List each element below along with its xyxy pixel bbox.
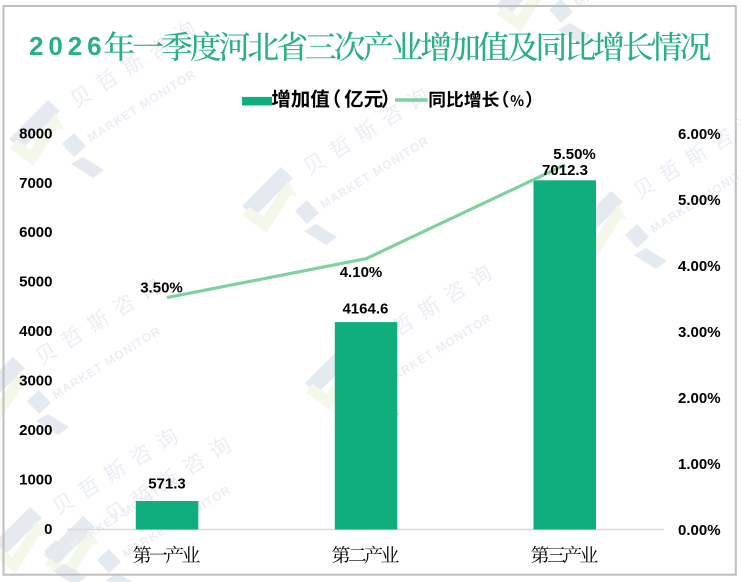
svg-text:0: 0 [44, 521, 52, 538]
svg-text:5.00%: 5.00% [678, 192, 721, 209]
svg-text:2.00%: 2.00% [678, 390, 721, 407]
svg-text:1000: 1000 [19, 472, 52, 489]
svg-text:571.3: 571.3 [148, 476, 186, 493]
svg-text:2026: 2026 [29, 31, 106, 61]
svg-text:6000: 6000 [19, 224, 52, 241]
svg-text:3000: 3000 [19, 373, 52, 390]
svg-text:4.10%: 4.10% [340, 264, 383, 281]
svg-text:5.50%: 5.50% [553, 146, 596, 163]
svg-text:0.00%: 0.00% [678, 522, 721, 539]
svg-text:8000: 8000 [19, 125, 52, 142]
svg-text:5000: 5000 [19, 274, 52, 291]
svg-text:2000: 2000 [19, 422, 52, 439]
svg-text:7000: 7000 [19, 175, 52, 192]
svg-text:4000: 4000 [19, 323, 52, 340]
svg-text:3.00%: 3.00% [678, 324, 721, 341]
svg-text:6.00%: 6.00% [678, 126, 721, 143]
svg-text:1.00%: 1.00% [678, 456, 721, 473]
svg-text:4164.6: 4164.6 [342, 301, 388, 318]
svg-text:4.00%: 4.00% [678, 258, 721, 275]
svg-text:7012.3: 7012.3 [542, 162, 588, 179]
svg-text:3.50%: 3.50% [140, 280, 183, 297]
